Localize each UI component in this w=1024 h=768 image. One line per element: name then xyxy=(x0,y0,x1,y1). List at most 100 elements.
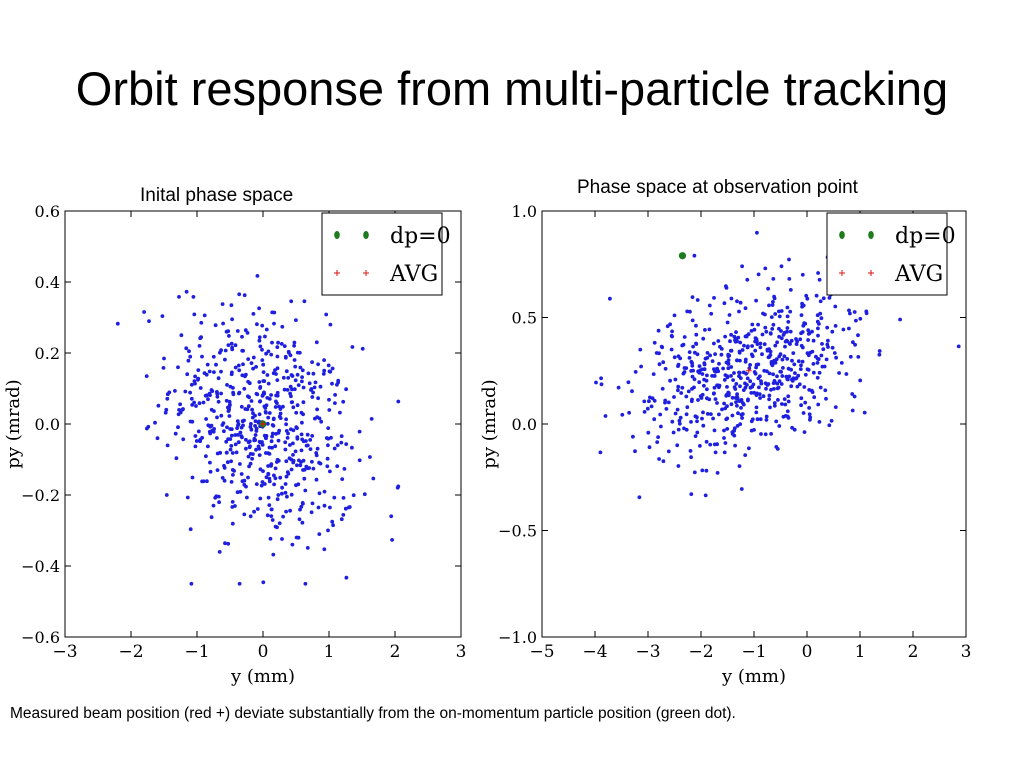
particle-point xyxy=(772,387,776,391)
particle-point xyxy=(664,407,669,411)
particle-point xyxy=(810,349,815,354)
particle-point xyxy=(753,336,758,340)
particle-point xyxy=(815,375,820,380)
particle-point xyxy=(665,324,670,329)
particle-point xyxy=(693,350,697,355)
particle-point xyxy=(284,422,288,427)
particle-point xyxy=(682,426,686,431)
particle-point xyxy=(330,366,335,371)
particle-point xyxy=(237,368,242,373)
particle-point xyxy=(278,416,283,420)
particle-point xyxy=(155,436,160,441)
particle-point xyxy=(322,489,327,494)
particle-point xyxy=(333,393,337,397)
particle-point xyxy=(717,412,721,417)
particle-point xyxy=(309,387,314,391)
particle-point xyxy=(723,334,727,339)
particle-point xyxy=(227,334,231,338)
particle-point xyxy=(719,352,724,357)
particle-point xyxy=(839,361,844,365)
particle-point xyxy=(321,372,326,376)
particle-point xyxy=(306,371,311,376)
particle-point xyxy=(269,464,273,468)
particle-point xyxy=(696,398,700,402)
particle-point xyxy=(807,331,812,336)
particle-point xyxy=(357,458,362,463)
particle-point xyxy=(697,380,702,385)
particle-point xyxy=(684,394,689,399)
particle-point xyxy=(189,382,194,387)
legend-avg-label: AVG xyxy=(894,262,943,287)
particle-point xyxy=(750,322,755,327)
particle-point xyxy=(215,415,219,420)
particle-point xyxy=(790,379,795,383)
particle-point xyxy=(767,303,771,308)
particle-point xyxy=(238,430,243,435)
particle-point xyxy=(228,384,233,389)
particle-point xyxy=(218,451,223,455)
particle-point xyxy=(291,458,296,463)
particle-point xyxy=(285,494,289,499)
particle-point xyxy=(283,440,288,445)
particle-point xyxy=(234,450,239,455)
particle-point xyxy=(288,508,292,513)
particle-point xyxy=(313,380,318,385)
particle-point xyxy=(686,389,691,394)
y-tick-label: −1.0 xyxy=(498,628,537,647)
particle-point xyxy=(264,436,268,441)
particle-point xyxy=(771,322,776,327)
particle-point xyxy=(211,429,216,434)
particle-point xyxy=(704,468,709,473)
particle-point xyxy=(816,271,820,275)
particle-point xyxy=(798,337,803,342)
particle-point xyxy=(790,425,794,430)
particle-point xyxy=(594,380,598,385)
particle-point xyxy=(705,387,709,392)
particle-point xyxy=(652,340,657,345)
particle-point xyxy=(270,340,274,345)
particle-point xyxy=(708,353,712,358)
particle-point xyxy=(299,448,304,453)
particle-point xyxy=(695,298,700,302)
particle-point xyxy=(247,395,252,400)
particle-point xyxy=(246,454,251,459)
particle-point xyxy=(739,487,744,491)
particle-point xyxy=(269,514,274,518)
particle-point xyxy=(712,391,716,396)
x-tick-label: 1 xyxy=(855,642,866,662)
particle-point xyxy=(229,480,234,484)
particle-point xyxy=(228,402,232,407)
particle-point xyxy=(153,420,157,425)
particle-point xyxy=(705,373,709,378)
particle-point xyxy=(746,398,750,403)
particle-point xyxy=(193,444,198,449)
y-tick-label: −0.5 xyxy=(498,522,537,541)
particle-point xyxy=(257,453,262,457)
particle-point xyxy=(228,447,233,452)
particle-point xyxy=(627,410,631,415)
particle-point xyxy=(324,312,329,317)
particle-point xyxy=(220,423,225,427)
particle-point xyxy=(690,363,695,368)
particle-point xyxy=(264,327,269,332)
particle-point xyxy=(785,409,790,414)
particle-point xyxy=(705,412,710,416)
particle-point xyxy=(209,407,214,412)
y-tick-label: −0.4 xyxy=(21,557,60,576)
particle-point xyxy=(671,430,676,435)
particle-point xyxy=(732,385,737,389)
particle-point xyxy=(763,325,768,330)
dp0-point xyxy=(678,252,687,260)
particle-point xyxy=(300,501,305,505)
particle-point xyxy=(767,393,772,398)
particle-point xyxy=(276,431,281,435)
particle-point xyxy=(316,396,320,401)
particle-point xyxy=(781,414,786,419)
particle-point xyxy=(695,430,700,435)
particle-point xyxy=(785,326,790,330)
legend-avg-icon xyxy=(839,270,845,276)
particle-point xyxy=(735,299,739,304)
particle-point xyxy=(603,414,608,418)
particle-point xyxy=(389,514,394,519)
y-tick-label: −0.2 xyxy=(21,486,60,505)
